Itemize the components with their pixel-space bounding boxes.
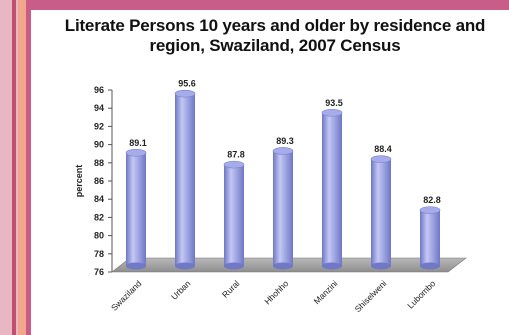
- bar-swaziland: [125, 148, 147, 270]
- bar-base: [224, 262, 244, 270]
- bar-urban: [174, 89, 196, 270]
- bar-top: [125, 148, 147, 157]
- data-label: 87.8: [227, 150, 245, 160]
- data-label: 95.6: [178, 79, 196, 89]
- y-tick-label: 92: [94, 121, 104, 131]
- category-label: Hhohho: [262, 278, 290, 306]
- data-label: 89.1: [129, 138, 147, 148]
- bar-body: [126, 152, 146, 266]
- bar-base: [273, 262, 293, 270]
- bar-base: [126, 262, 146, 270]
- category-label: Rural: [220, 278, 242, 300]
- bar-hhohho: [272, 147, 294, 270]
- y-tick-label: 90: [94, 140, 104, 150]
- bar-lubombo: [419, 206, 441, 270]
- y-tick-label: 96: [94, 85, 104, 95]
- bar-body: [175, 93, 195, 266]
- chart-title: Literate Persons 10 years and older by r…: [64, 16, 486, 55]
- category-label: Swaziland: [109, 278, 144, 313]
- bar-base: [322, 262, 342, 270]
- data-label: 93.5: [325, 98, 343, 108]
- bar-rural: [223, 160, 245, 270]
- y-tick-label: 76: [94, 267, 104, 277]
- bar-top: [223, 160, 245, 169]
- bar-top: [321, 108, 343, 117]
- bar-body: [322, 112, 342, 266]
- y-tick-label: 84: [94, 194, 104, 204]
- bar-top: [419, 206, 441, 214]
- y-tick-label: 78: [94, 249, 104, 259]
- category-label: Lubombo: [405, 278, 437, 310]
- y-tick-label: 82: [94, 212, 104, 222]
- y-axis-label: percent: [74, 165, 84, 198]
- bar-body: [420, 210, 440, 266]
- category-label: Shiselweni: [353, 278, 389, 314]
- chart-area: [31, 10, 509, 335]
- bar-top: [272, 147, 294, 155]
- y-tick-label: 94: [94, 103, 104, 113]
- bar-shiselweni: [370, 155, 392, 270]
- bar-body: [273, 150, 293, 266]
- y-tick-label: 80: [94, 231, 104, 241]
- bar-base: [420, 262, 440, 270]
- left-border-strip: [12, 0, 16, 335]
- category-label: Urban: [169, 278, 193, 302]
- data-label: 88.4: [374, 144, 392, 154]
- bar-manzini: [321, 108, 343, 270]
- bar-body: [224, 164, 244, 266]
- bar-top: [370, 155, 392, 163]
- category-label: Manzini: [312, 278, 340, 306]
- bar-body: [371, 159, 391, 266]
- data-label: 89.3: [276, 136, 294, 146]
- bar-base: [371, 262, 391, 270]
- data-label: 82.8: [423, 195, 441, 205]
- bar-base: [175, 262, 195, 270]
- bar-top: [174, 89, 196, 98]
- y-tick-label: 86: [94, 176, 104, 186]
- y-tick-label: 88: [94, 158, 104, 168]
